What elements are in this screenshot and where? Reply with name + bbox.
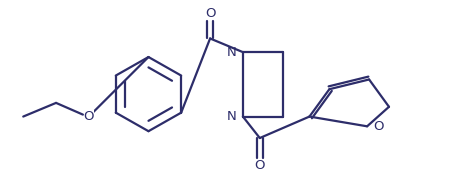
- Text: O: O: [373, 120, 383, 133]
- Text: O: O: [205, 7, 216, 20]
- Text: N: N: [227, 110, 237, 123]
- Text: O: O: [255, 159, 265, 172]
- Text: O: O: [84, 110, 94, 123]
- Text: N: N: [227, 46, 237, 59]
